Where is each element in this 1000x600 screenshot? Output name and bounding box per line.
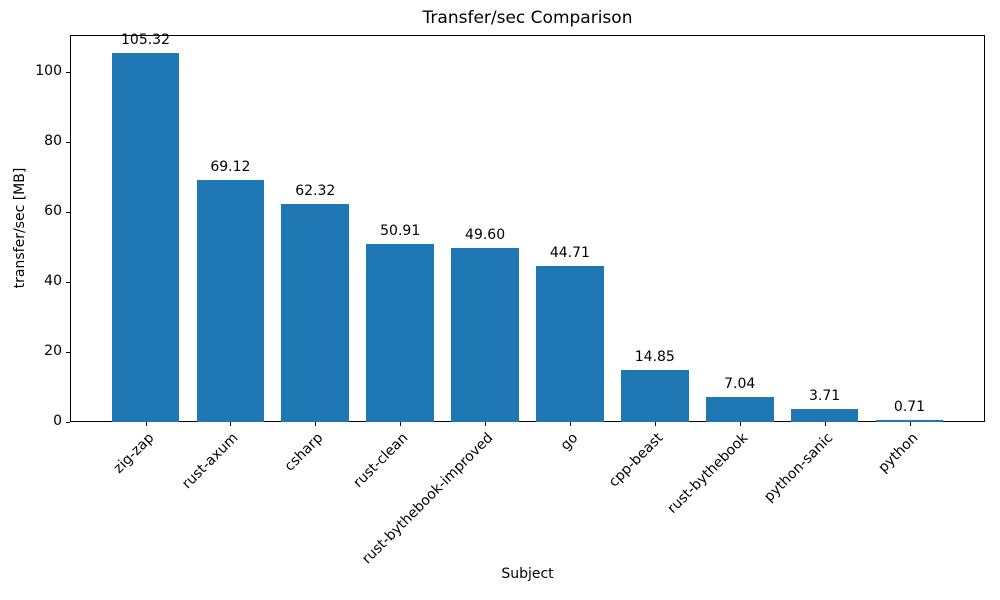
bar xyxy=(451,248,519,422)
x-tick-label: zig-zap xyxy=(110,430,157,477)
bar-value-label: 62.32 xyxy=(295,182,336,199)
bar-value-label: 49.60 xyxy=(465,227,506,244)
y-tick-label: 0 xyxy=(53,413,62,429)
x-tick-mark xyxy=(315,422,317,426)
y-tick-label: 20 xyxy=(44,343,62,359)
x-tick-label: rust-bythebook xyxy=(664,430,752,517)
x-tick-mark xyxy=(400,422,402,426)
x-tick-mark xyxy=(739,422,741,426)
x-tick-label: csharp xyxy=(281,430,327,475)
y-tick-label: 100 xyxy=(35,63,62,80)
x-tick-label: cpp-beast xyxy=(605,430,667,491)
y-tick-label: 60 xyxy=(44,203,62,219)
x-tick-label: go xyxy=(557,430,582,454)
bar xyxy=(790,409,859,422)
x-tick-mark xyxy=(145,422,147,426)
x-tick-label: rust-bythebook-improved xyxy=(359,430,497,568)
bar-value-label: 14.85 xyxy=(634,349,675,365)
x-tick-label: python-sanic xyxy=(760,430,836,506)
y-tick-label: 40 xyxy=(44,273,62,289)
x-tick-mark xyxy=(485,422,487,426)
y-tick-mark xyxy=(66,142,70,143)
x-tick-label: python xyxy=(874,430,921,476)
y-axis-label: transfer/sec [MB] xyxy=(12,167,28,289)
x-tick-label: rust-axum xyxy=(179,430,242,493)
bar-value-label: 0.71 xyxy=(893,398,926,415)
x-tick-mark xyxy=(824,422,826,426)
bar-value-label: 105.32 xyxy=(121,32,170,49)
y-tick-mark xyxy=(66,422,70,423)
bar xyxy=(705,397,774,422)
x-tick-mark xyxy=(654,422,656,426)
bar xyxy=(875,419,944,422)
y-tick-mark xyxy=(66,352,70,353)
x-tick-mark xyxy=(230,422,232,426)
bar xyxy=(111,53,180,422)
x-axis-label: Subject xyxy=(501,566,554,582)
bar-value-label: 44.71 xyxy=(549,244,590,261)
bar xyxy=(281,203,350,422)
x-tick-mark xyxy=(909,422,911,426)
y-tick-mark xyxy=(66,212,70,213)
chart-title: Transfer/sec Comparison xyxy=(422,8,633,28)
bar xyxy=(366,243,435,422)
y-tick-label: 80 xyxy=(44,133,62,149)
x-tick-label: rust-clean xyxy=(350,430,412,491)
bar-value-label: 7.04 xyxy=(724,376,756,393)
bar-value-label: 3.71 xyxy=(809,388,841,404)
bar xyxy=(196,180,265,422)
y-tick-mark xyxy=(66,72,70,74)
bar xyxy=(620,370,689,422)
y-tick-mark xyxy=(66,282,70,283)
bar-value-label: 50.91 xyxy=(380,222,421,239)
x-tick-mark xyxy=(569,422,571,426)
bar-value-label: 69.12 xyxy=(210,159,251,176)
bar xyxy=(536,265,604,422)
